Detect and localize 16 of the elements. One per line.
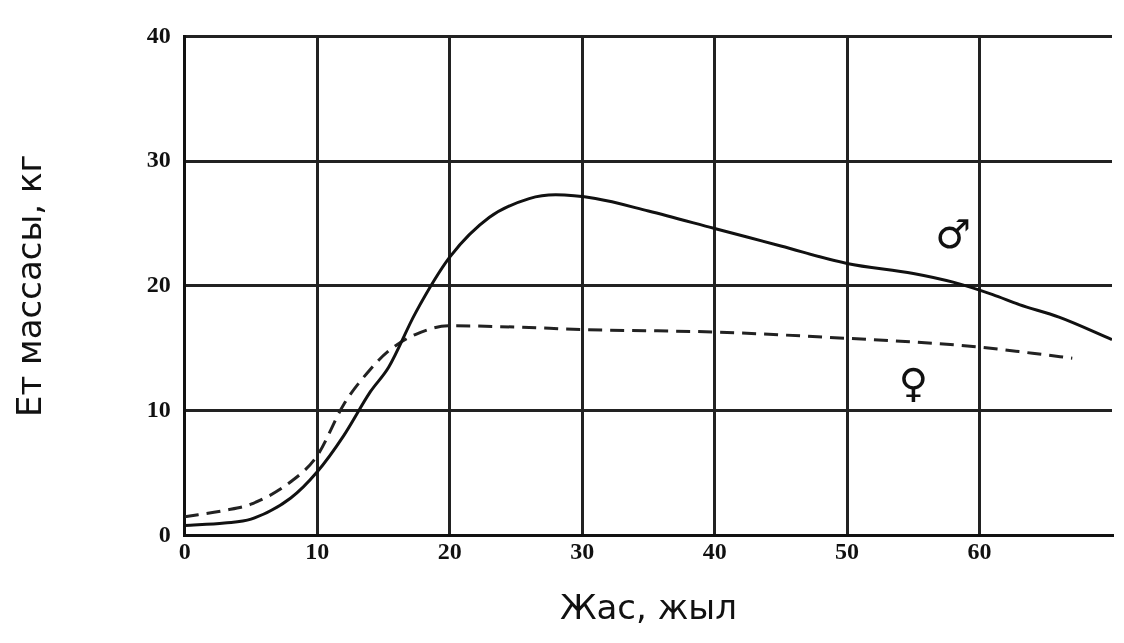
x-tick-label: 0: [178, 538, 191, 564]
y-tick-label: 20: [146, 271, 171, 298]
x-axis-title: Жас, жыл: [559, 587, 737, 628]
y-axis-title: Ет массасы, кг: [9, 154, 50, 418]
y-tick-label: 0: [158, 520, 171, 547]
x-tick-label: 20: [437, 538, 462, 564]
annotation: ♂: [935, 210, 971, 257]
x-tick-label: 50: [835, 538, 860, 564]
y-tick-label: 10: [146, 395, 171, 422]
y-tick-label: 40: [146, 21, 171, 48]
x-tick-label: 40: [702, 538, 727, 564]
x-tick-label: 10: [305, 538, 330, 564]
x-tick-label: 30: [570, 538, 595, 564]
annotation: ♀: [898, 360, 928, 407]
y-tick-label: 30: [146, 146, 171, 173]
x-tick-label: 60: [967, 538, 992, 564]
